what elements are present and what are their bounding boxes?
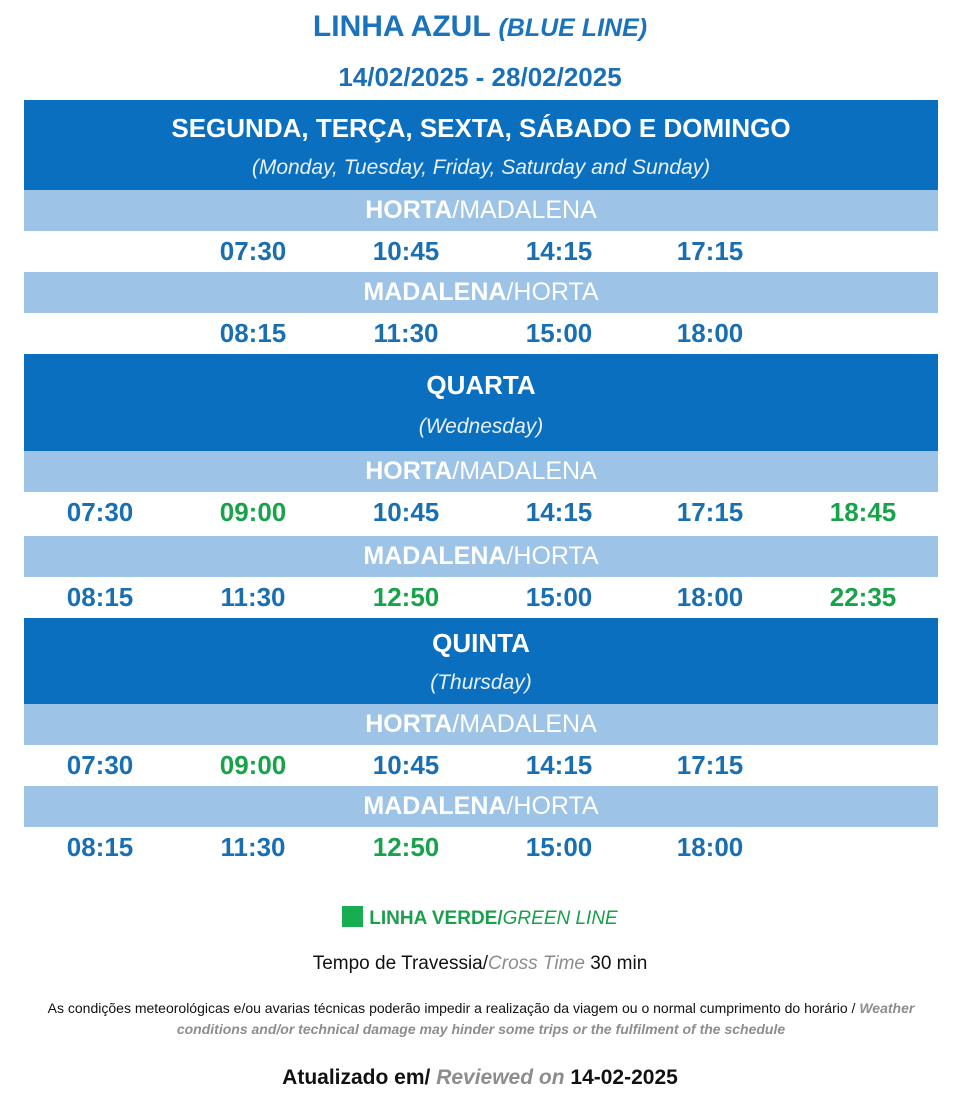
departure-time: 15:00: [525, 582, 593, 612]
departure-time: 11:30: [373, 318, 439, 348]
day-label-pt: SEGUNDA, TERÇA, SEXTA, SÁBADO E DOMINGO: [171, 113, 791, 143]
updated-label-pt: Atualizado em/: [282, 1066, 437, 1089]
departure-time: 10:45: [372, 236, 440, 266]
departure-time: 11:30: [220, 582, 286, 612]
departure-time: 14:15: [525, 750, 593, 780]
route-header-horta-madalena: HORTA/MADALENA: [24, 704, 938, 745]
route-header-madalena-horta: MADALENA/HORTA: [24, 272, 938, 313]
route-header-madalena-horta: MADALENA/HORTA: [24, 786, 938, 827]
departure-time: 10:45: [372, 750, 440, 780]
departure-time: 09:00: [219, 750, 287, 780]
day-label-en: (Wednesday): [418, 415, 544, 438]
route-header-horta-madalena: HORTA/MADALENA: [24, 451, 938, 492]
disclaimer-pt: As condições meteorológicas e/ou avarias…: [47, 1000, 860, 1016]
title-pt: LINHA AZUL: [312, 10, 491, 43]
departure-time: 08:15: [219, 318, 287, 348]
day-header-wednesday: QUARTA (Wednesday): [24, 354, 938, 451]
departure-time: 18:00: [676, 832, 744, 862]
departure-time: 07:30: [66, 497, 134, 527]
disclaimer: As condições meteorológicas e/ou avarias…: [24, 998, 938, 1040]
legend-green-line: LINHA VERDE/GREEN LINE: [0, 906, 960, 930]
departure-time: 14:15: [525, 236, 593, 266]
departure-time: 09:00: [219, 497, 287, 527]
last-updated: Atualizado em/ Reviewed on 14-02-2025: [0, 1066, 960, 1090]
day-header-thursday: QUINTA (Thursday): [24, 618, 938, 704]
title-en: (BLUE LINE): [498, 14, 648, 42]
departure-time: 07:30: [66, 750, 134, 780]
departure-time: 17:15: [676, 497, 744, 527]
cross-time-value: 30 min: [584, 953, 648, 974]
departure-time: 08:15: [66, 832, 134, 862]
departures-row: 08:15 11:30 12:50 15:00 18:00: [24, 827, 938, 868]
departure-time: 08:15: [66, 582, 134, 612]
departure-time: 11:30: [220, 832, 286, 862]
route-header-horta-madalena: HORTA/MADALENA: [24, 190, 938, 231]
departure-time: 17:15: [676, 236, 744, 266]
schedule-table: SEGUNDA, TERÇA, SEXTA, SÁBADO E DOMINGO …: [24, 100, 938, 868]
departure-time: 10:45: [372, 497, 440, 527]
departures-row: 08:15 11:30 15:00 18:00: [24, 313, 938, 354]
day-label-pt: QUINTA: [432, 628, 530, 658]
cross-time-label-pt: Tempo de Travessia/: [312, 953, 489, 974]
day-label-pt: QUARTA: [426, 370, 536, 400]
page-title: LINHA AZUL (BLUE LINE): [0, 10, 960, 44]
departures-row: 08:15 11:30 12:50 15:00 18:00 22:35: [24, 577, 938, 618]
legend-label-en: GREEN LINE: [502, 908, 618, 929]
departure-time: 12:50: [372, 582, 440, 612]
legend-label-pt: LINHA VERDE/: [369, 908, 503, 929]
day-label-en: (Monday, Tuesday, Friday, Saturday and S…: [251, 156, 711, 179]
updated-date: 14-02-2025: [564, 1066, 678, 1089]
departures-row: 07:30 09:00 10:45 14:15 17:15 18:45: [24, 492, 938, 536]
disclaimer-en: Weather conditions and/or technical dama…: [176, 1000, 915, 1037]
updated-label-en: Reviewed on: [436, 1066, 565, 1089]
departure-time: 18:00: [676, 582, 744, 612]
departure-time: 22:35: [829, 582, 897, 612]
green-square-icon: [342, 906, 364, 927]
departure-time: 14:15: [525, 497, 593, 527]
route-header-madalena-horta: MADALENA/HORTA: [24, 536, 938, 577]
departure-time: 18:45: [829, 497, 897, 527]
departure-time: 17:15: [676, 750, 744, 780]
departure-time: 07:30: [219, 236, 287, 266]
day-header-mon-tue-fri-sat-sun: SEGUNDA, TERÇA, SEXTA, SÁBADO E DOMINGO …: [24, 100, 938, 190]
departure-time: 18:00: [676, 318, 744, 348]
departure-time: 15:00: [525, 832, 593, 862]
departure-time: 12:50: [372, 832, 440, 862]
departure-time: 15:00: [525, 318, 593, 348]
cross-time: Tempo de Travessia/Cross Time 30 min: [0, 953, 960, 975]
cross-time-label-en: Cross Time: [488, 953, 585, 974]
day-label-en: (Thursday): [430, 671, 532, 694]
departures-row: 07:30 09:00 10:45 14:15 17:15: [24, 745, 938, 786]
validity-period: 14/02/2025 - 28/02/2025: [338, 62, 622, 92]
departures-row: 07:30 10:45 14:15 17:15: [24, 231, 938, 272]
